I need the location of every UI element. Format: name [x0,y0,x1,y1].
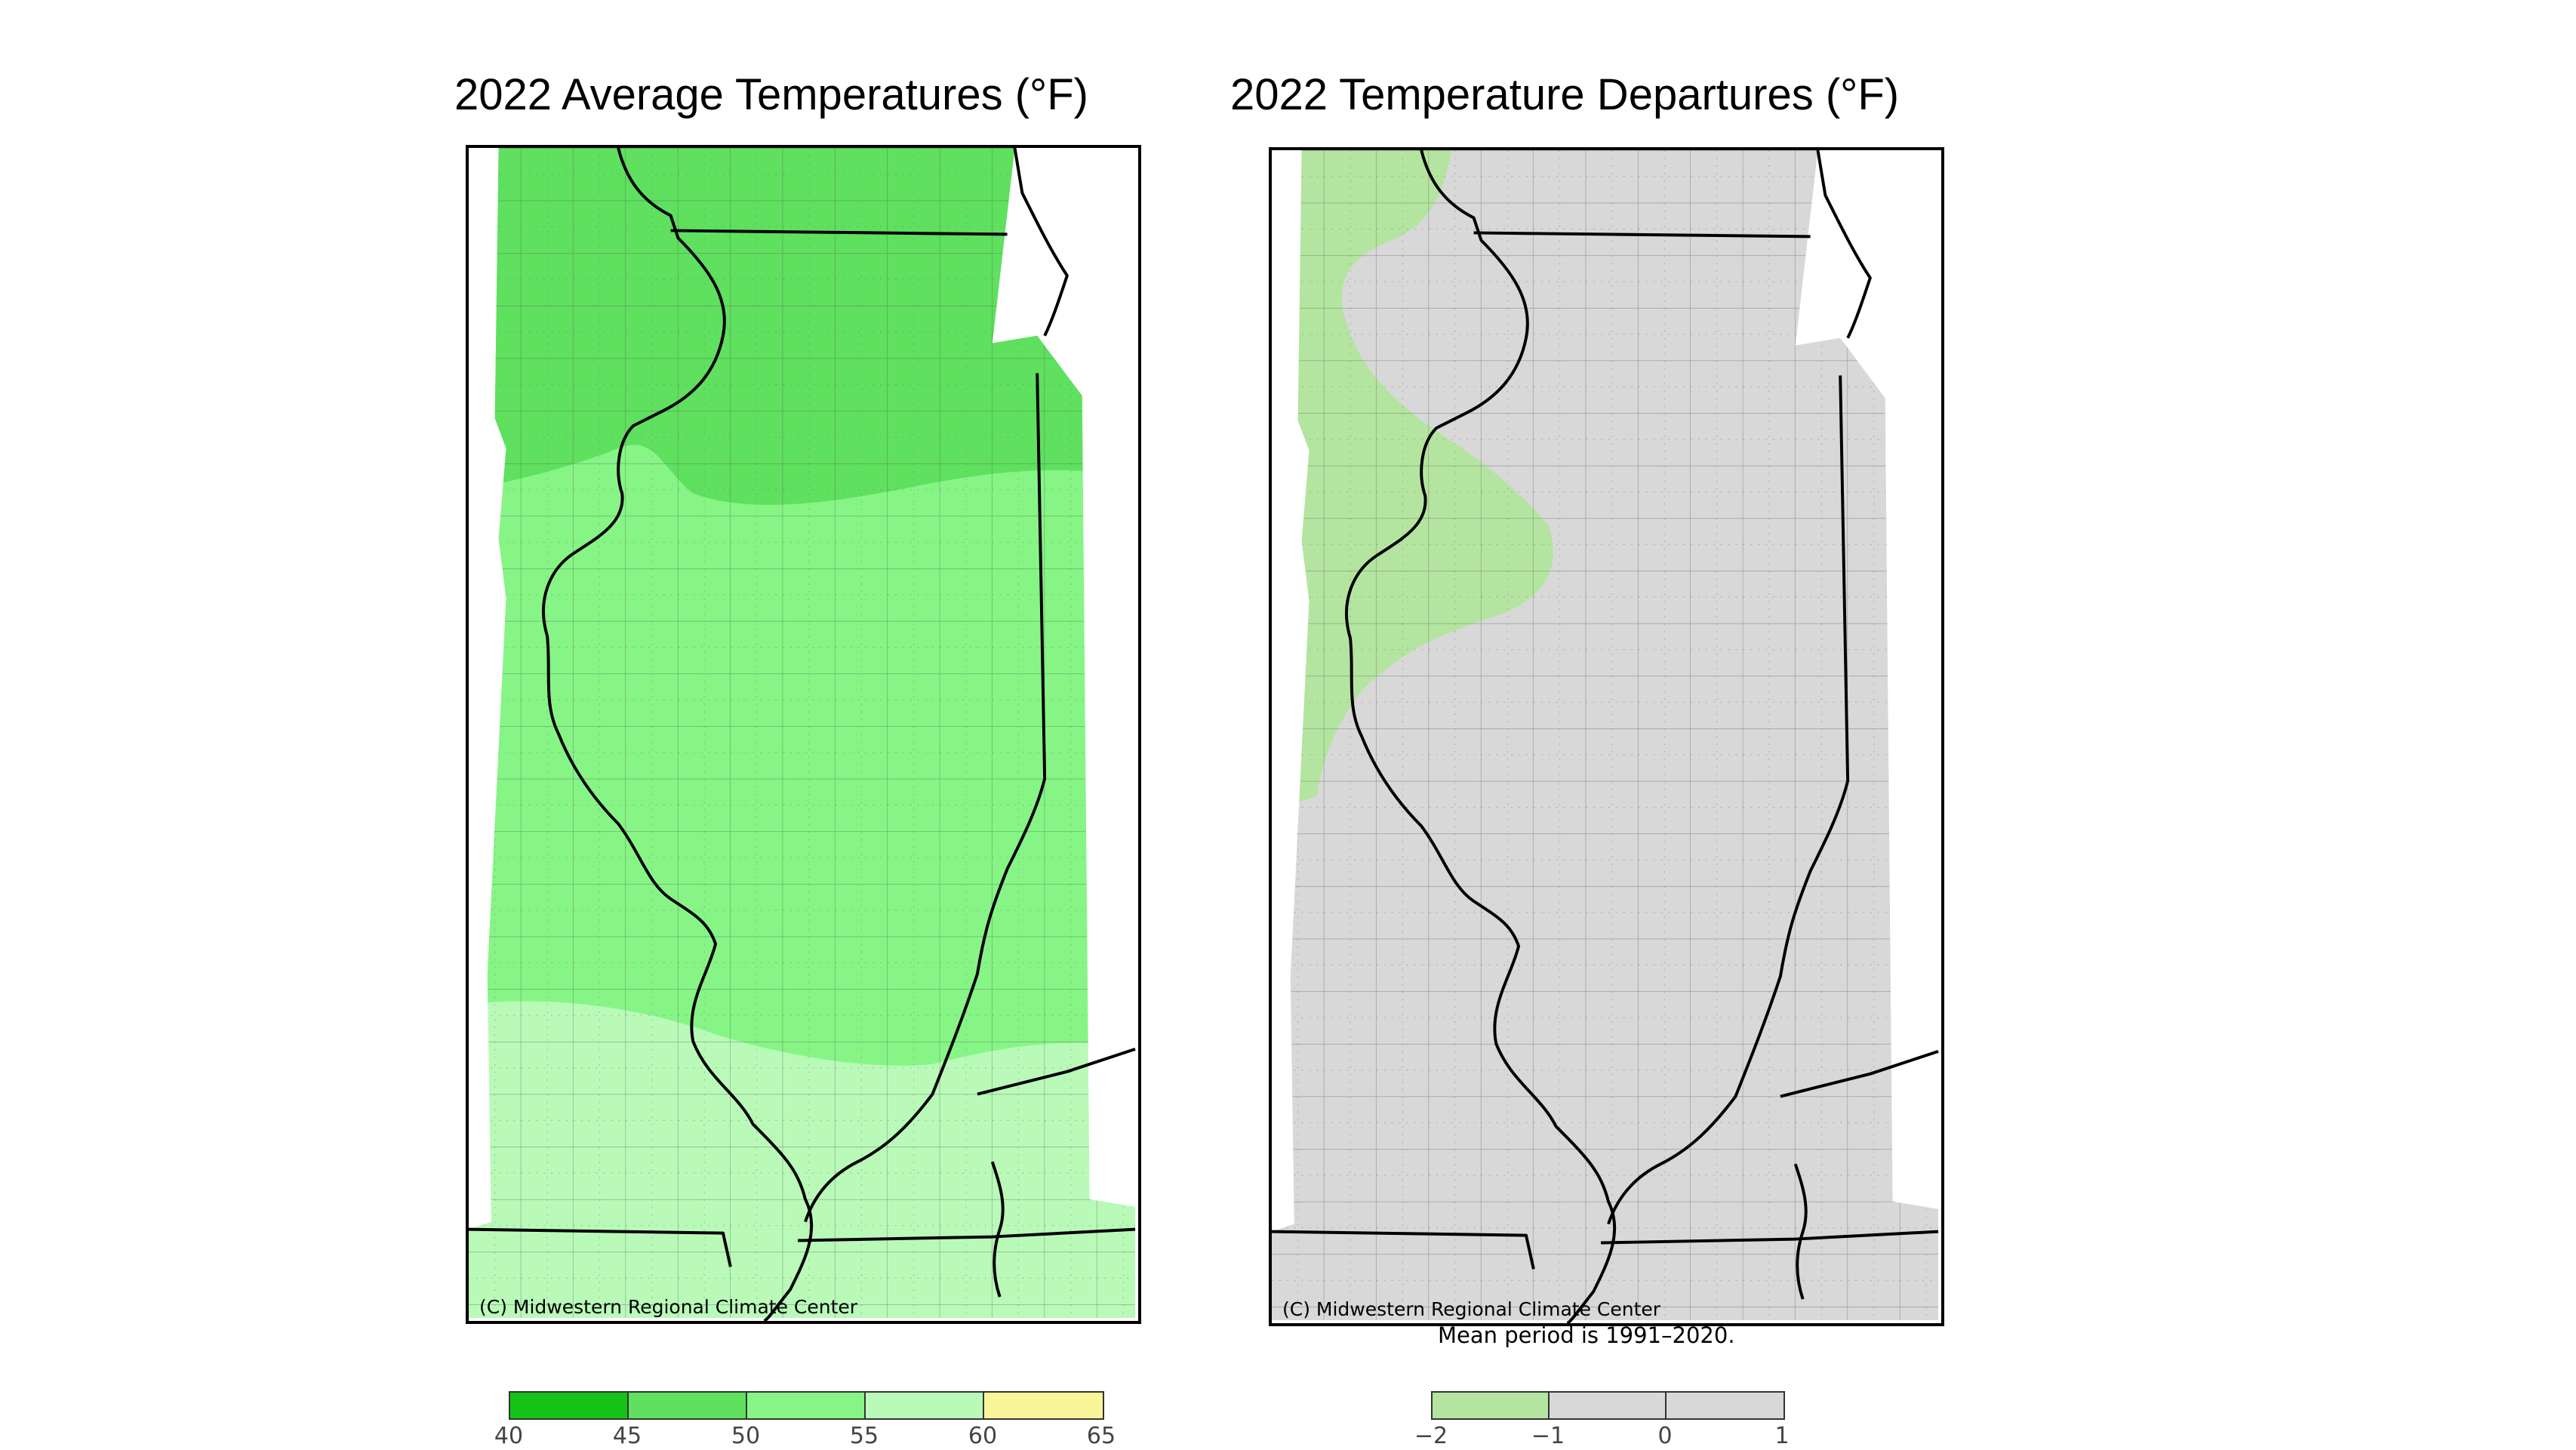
left-map-credit: (C) Midwestern Regional Climate Center [479,1296,858,1318]
legend-tick-label: −2 [1414,1423,1448,1449]
state-borders-right [1272,150,1939,1323]
temperature-departure-legend-bar [1431,1391,1785,1420]
legend-tick-label: 50 [731,1423,761,1449]
average-temperature-legend: 40 45 50 55 60 65 [494,1391,1116,1450]
legend-swatch-2 [1667,1393,1784,1418]
average-temperature-legend-bar [509,1391,1104,1420]
legend-tick-label: 1 [1774,1423,1790,1449]
legend-tick-label: 60 [968,1423,998,1449]
average-temperature-map: (C) Midwestern Regional Climate Center [466,145,1141,1324]
legend-swatch-1 [629,1393,747,1418]
temperature-departure-legend: −2 −1 0 1 [1414,1391,1790,1450]
average-temperature-legend-ticks: 40 45 50 55 60 65 [494,1420,1116,1450]
legend-tick-label: 40 [494,1423,524,1449]
legend-tick-label: 55 [849,1423,879,1449]
legend-tick-label: 45 [612,1423,642,1449]
state-borders [469,148,1136,1321]
average-temperature-map-svg [469,148,1136,1321]
temperature-departure-legend-ticks: −2 −1 0 1 [1414,1420,1790,1450]
right-map-title: 2022 Temperature Departures (°F) [1230,70,1900,119]
legend-tick-label: 0 [1657,1423,1673,1449]
legend-swatch-2 [747,1393,866,1418]
temperature-departure-map-svg [1272,150,1939,1323]
temperature-departure-map: (C) Midwestern Regional Climate Center [1269,147,1944,1326]
legend-swatch-4 [984,1393,1103,1418]
left-map-title: 2022 Average Temperatures (°F) [454,70,1088,119]
legend-swatch-0 [1433,1393,1550,1418]
mean-period-note: Mean period is 1991–2020. [1438,1322,1735,1348]
legend-tick-label: −1 [1531,1423,1565,1449]
legend-swatch-0 [510,1393,629,1418]
legend-swatch-1 [1550,1393,1667,1418]
right-map-credit: (C) Midwestern Regional Climate Center [1282,1298,1661,1320]
legend-swatch-3 [866,1393,984,1418]
legend-tick-label: 65 [1086,1423,1116,1449]
